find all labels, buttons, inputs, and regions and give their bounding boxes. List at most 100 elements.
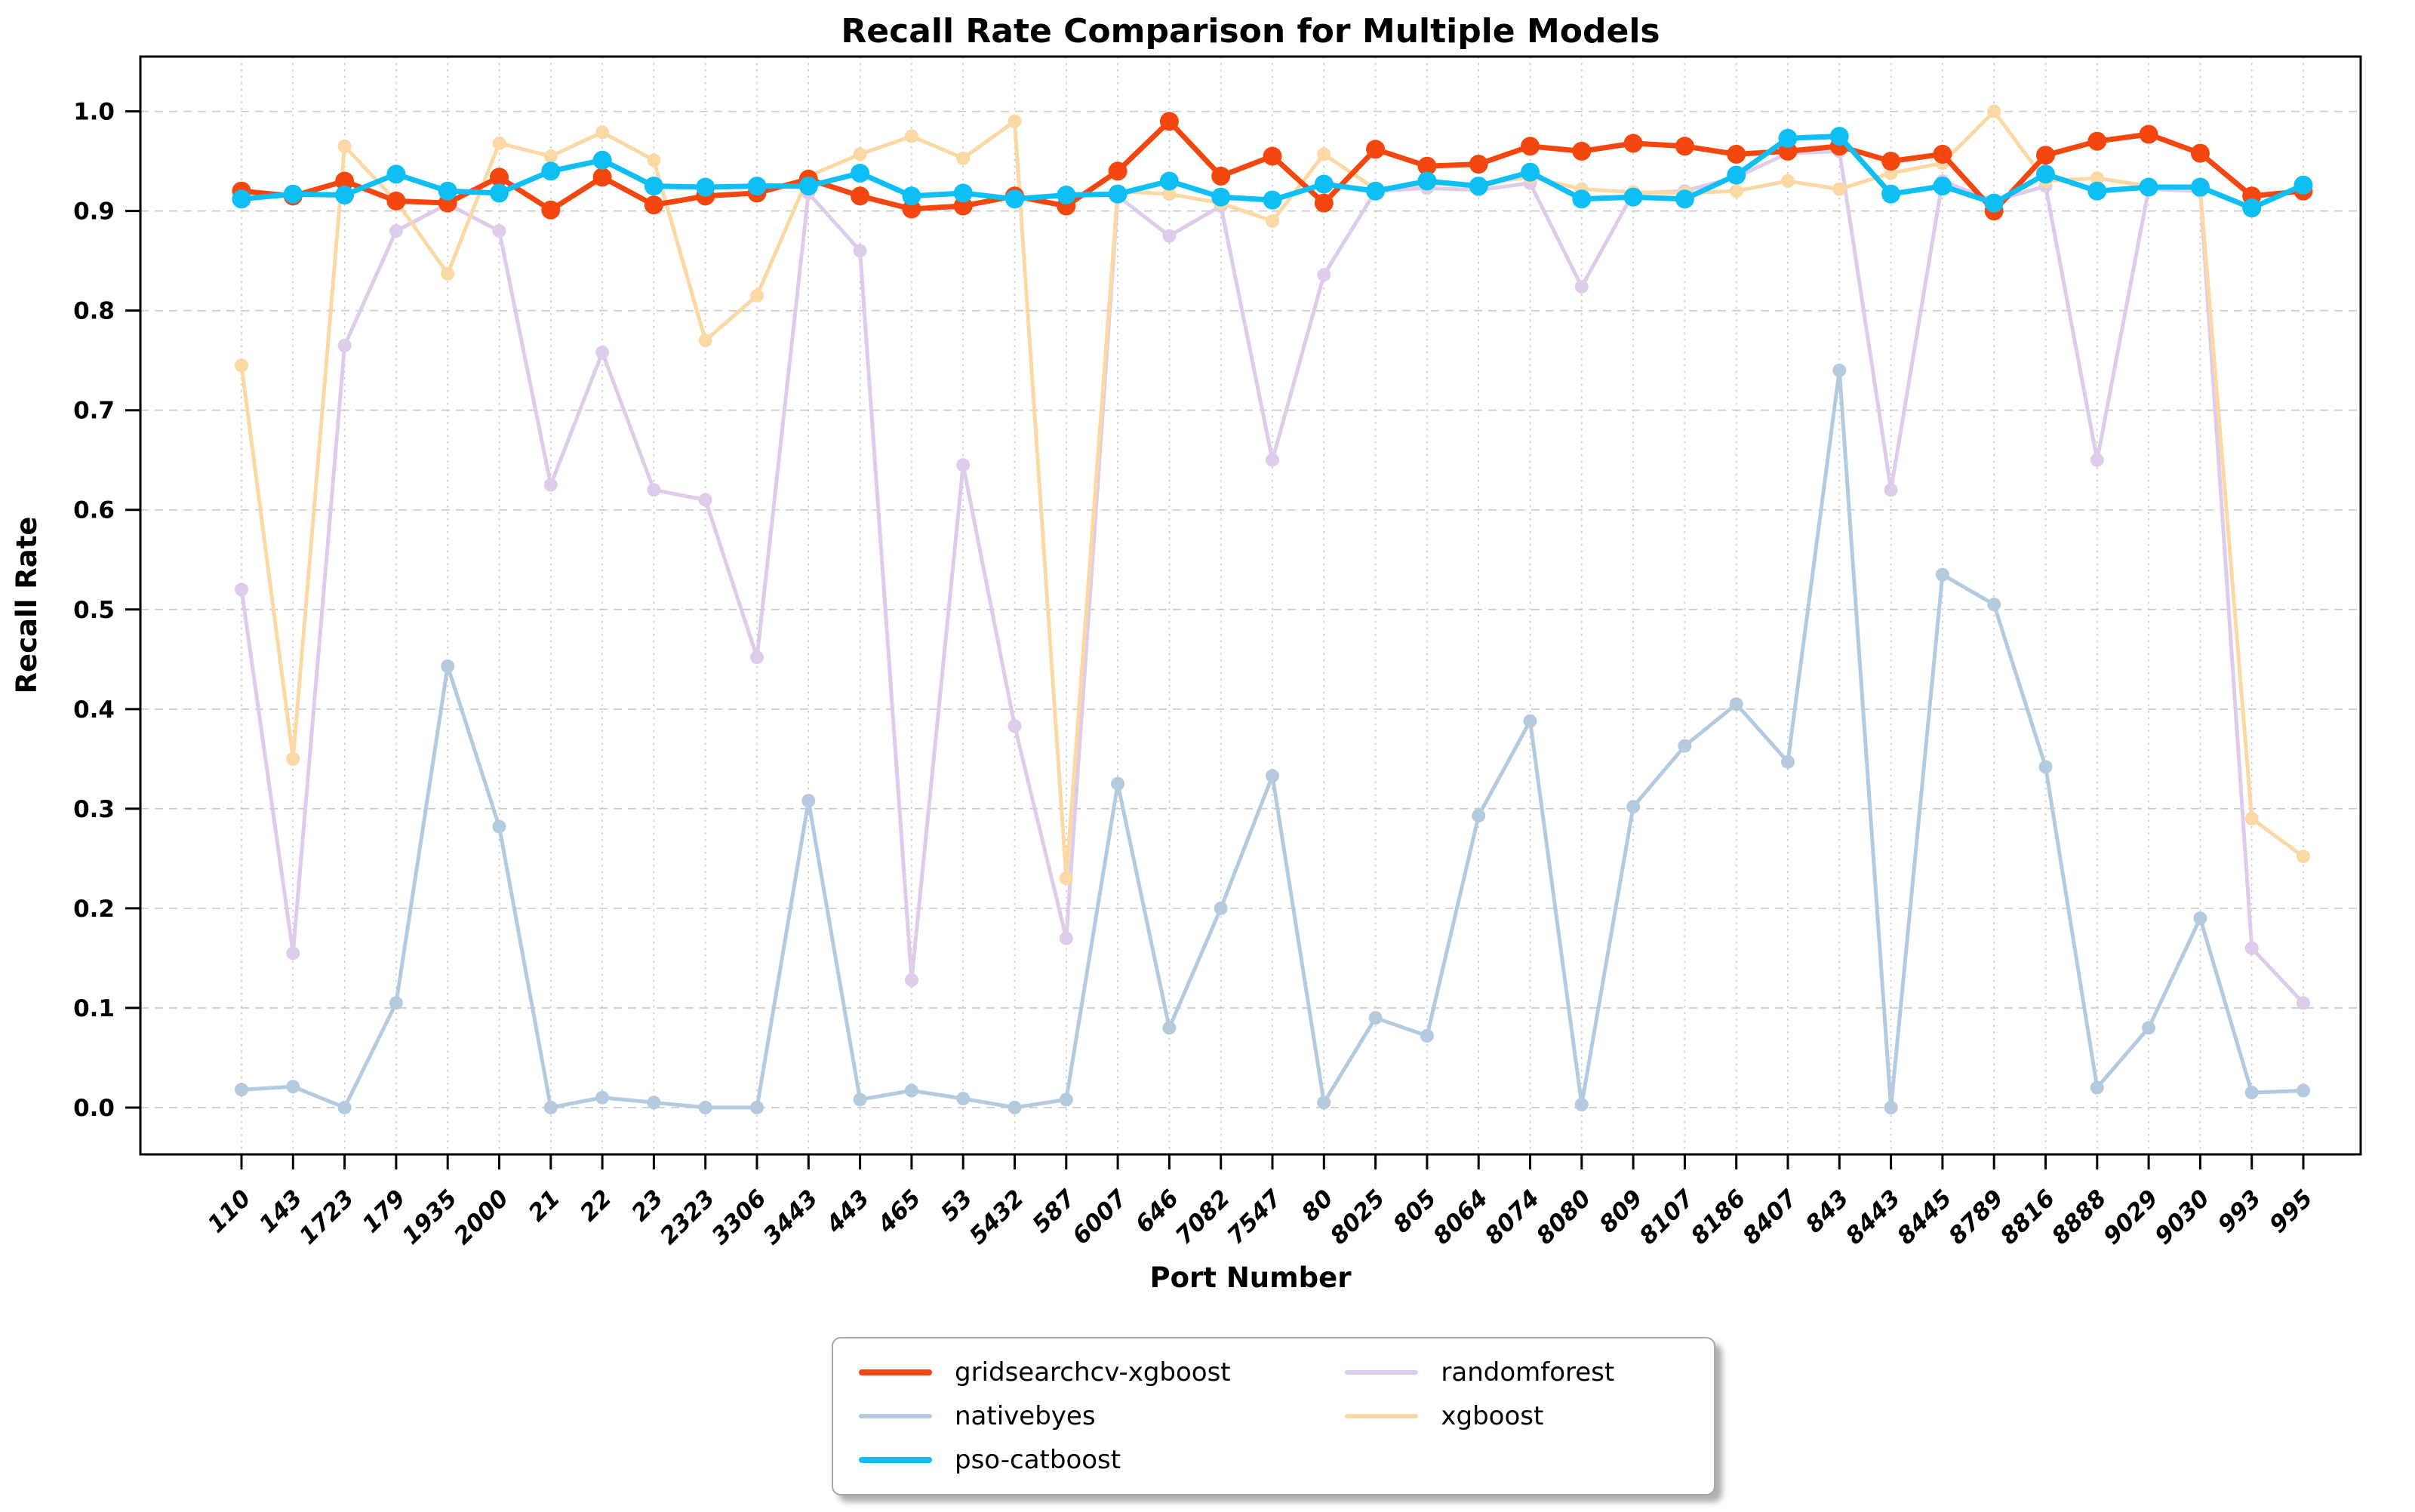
series-point-xgboost bbox=[1266, 214, 1279, 228]
series-point-pso-catboost bbox=[438, 181, 457, 201]
series-point-nativebyes bbox=[801, 794, 816, 808]
series-point-xgboost bbox=[750, 288, 764, 303]
y-tick-label: 0.2 bbox=[73, 896, 115, 923]
series-point-pso-catboost bbox=[1417, 171, 1437, 191]
series-point-xgboost bbox=[543, 149, 558, 163]
series-point-nativebyes bbox=[1987, 598, 2001, 612]
x-tick-label: 21 bbox=[523, 1185, 565, 1227]
series-point-randomforest bbox=[235, 582, 248, 597]
series-point-xgboost bbox=[1059, 871, 1073, 886]
series-point-randomforest bbox=[1008, 719, 1022, 733]
series-point-gridsearchcv-xgboost bbox=[490, 167, 509, 187]
x-tick-label: 110 bbox=[202, 1185, 256, 1238]
series-point-nativebyes bbox=[441, 659, 455, 673]
series-point-pso-catboost bbox=[798, 177, 818, 196]
series-point-nativebyes bbox=[1317, 1096, 1331, 1110]
series-point-randomforest bbox=[595, 346, 610, 360]
legend-label: randomforest bbox=[1441, 1357, 1615, 1388]
series-point-nativebyes bbox=[956, 1092, 971, 1106]
series-point-randomforest bbox=[389, 224, 403, 238]
series-point-pso-catboost bbox=[1933, 177, 1952, 196]
series-point-xgboost bbox=[956, 151, 971, 165]
series-point-nativebyes bbox=[1214, 901, 1228, 915]
series-point-pso-catboost bbox=[335, 186, 355, 204]
series-point-gridsearchcv-xgboost bbox=[386, 191, 406, 211]
series-point-gridsearchcv-xgboost bbox=[644, 195, 663, 215]
series-point-randomforest bbox=[750, 650, 764, 665]
legend-item-xgboost: xgboost bbox=[1345, 1403, 1684, 1429]
series-point-gridsearchcv-xgboost bbox=[1417, 156, 1437, 176]
series-point-gridsearchcv-xgboost bbox=[335, 171, 355, 191]
series-point-gridsearchcv-xgboost bbox=[2036, 146, 2055, 165]
series-point-pso-catboost bbox=[1572, 189, 1592, 209]
series-point-pso-catboost bbox=[2036, 164, 2055, 184]
series-point-xgboost bbox=[853, 147, 867, 161]
y-tick-label: 0.3 bbox=[73, 796, 115, 823]
series-point-xgboost bbox=[1729, 184, 1743, 198]
legend-swatch-pso-catboost bbox=[859, 1457, 932, 1463]
series-pso-catboost bbox=[232, 127, 2313, 218]
series-point-xgboost bbox=[647, 153, 661, 167]
series-point-pso-catboost bbox=[2087, 181, 2107, 201]
legend-label: xgboost bbox=[1441, 1401, 1544, 1431]
series-point-nativebyes bbox=[1162, 1021, 1177, 1035]
x-tick-label: 1723 bbox=[294, 1185, 359, 1249]
x-tick-label: 465 bbox=[872, 1185, 927, 1239]
series-point-pso-catboost bbox=[1984, 193, 2004, 213]
series-point-pso-catboost bbox=[851, 164, 870, 183]
x-tick-label: 8025 bbox=[1325, 1185, 1390, 1249]
chart-title: Recall Rate Comparison for Multiple Mode… bbox=[841, 12, 1660, 51]
series-point-nativebyes bbox=[1574, 1098, 1589, 1111]
series-point-gridsearchcv-xgboost bbox=[1623, 134, 1643, 153]
x-tick-label: 8107 bbox=[1635, 1185, 1700, 1250]
series-point-nativebyes bbox=[853, 1093, 867, 1107]
gridlines bbox=[140, 57, 2361, 1154]
y-tick-label: 0.9 bbox=[73, 198, 115, 226]
series-point-randomforest bbox=[2244, 941, 2259, 955]
series-point-nativebyes bbox=[2090, 1080, 2104, 1095]
series-point-nativebyes bbox=[1884, 1100, 1898, 1114]
series-point-gridsearchcv-xgboost bbox=[1933, 144, 1952, 164]
series-point-nativebyes bbox=[1111, 776, 1125, 791]
series-point-pso-catboost bbox=[592, 150, 612, 170]
x-tick-label: 8064 bbox=[1428, 1185, 1493, 1249]
series-point-nativebyes bbox=[1729, 697, 1743, 711]
series-point-nativebyes bbox=[389, 996, 403, 1010]
series-point-randomforest bbox=[1317, 268, 1331, 282]
series-point-nativebyes bbox=[1781, 754, 1795, 769]
series-point-gridsearchcv-xgboost bbox=[953, 196, 973, 216]
x-tick-label: 80 bbox=[1297, 1185, 1339, 1227]
legend-label: gridsearchcv-xgboost bbox=[955, 1357, 1231, 1388]
series-point-gridsearchcv-xgboost bbox=[2190, 143, 2210, 163]
series-point-nativebyes bbox=[235, 1083, 248, 1097]
series-point-gridsearchcv-xgboost bbox=[1727, 144, 1746, 164]
x-tick-label: 443 bbox=[820, 1185, 875, 1239]
series-point-nativebyes bbox=[1368, 1011, 1383, 1025]
series-layer bbox=[232, 104, 2313, 1114]
y-tick-label: 0.8 bbox=[73, 298, 115, 325]
series-point-nativebyes bbox=[595, 1090, 610, 1105]
series-point-randomforest bbox=[647, 483, 661, 497]
series-point-pso-catboost bbox=[1211, 187, 1231, 207]
series-gridsearchcv-xgboost bbox=[232, 112, 2313, 221]
series-point-randomforest bbox=[2297, 996, 2310, 1010]
series-point-gridsearchcv-xgboost bbox=[1314, 193, 1334, 213]
series-point-gridsearchcv-xgboost bbox=[1881, 152, 1901, 171]
series-point-pso-catboost bbox=[1675, 189, 1694, 209]
series-point-pso-catboost bbox=[1005, 189, 1024, 209]
y-tick-label: 0.6 bbox=[73, 497, 115, 524]
series-point-nativebyes bbox=[286, 1080, 300, 1094]
series-point-gridsearchcv-xgboost bbox=[541, 200, 561, 220]
legend-swatch-xgboost bbox=[1345, 1414, 1419, 1418]
series-point-pso-catboost bbox=[2190, 177, 2210, 197]
x-tick-label: 8407 bbox=[1737, 1185, 1803, 1250]
series-point-gridsearchcv-xgboost bbox=[1675, 137, 1694, 156]
x-tick-label: 8443 bbox=[1841, 1185, 1906, 1249]
x-tick-label: 8074 bbox=[1480, 1185, 1545, 1249]
series-point-nativebyes bbox=[2142, 1021, 2156, 1035]
series-point-gridsearchcv-xgboost bbox=[1366, 140, 1386, 159]
series-point-gridsearchcv-xgboost bbox=[1263, 146, 1282, 166]
x-tick-label: 2323 bbox=[655, 1185, 720, 1249]
x-tick-label: 8789 bbox=[1943, 1185, 2008, 1249]
